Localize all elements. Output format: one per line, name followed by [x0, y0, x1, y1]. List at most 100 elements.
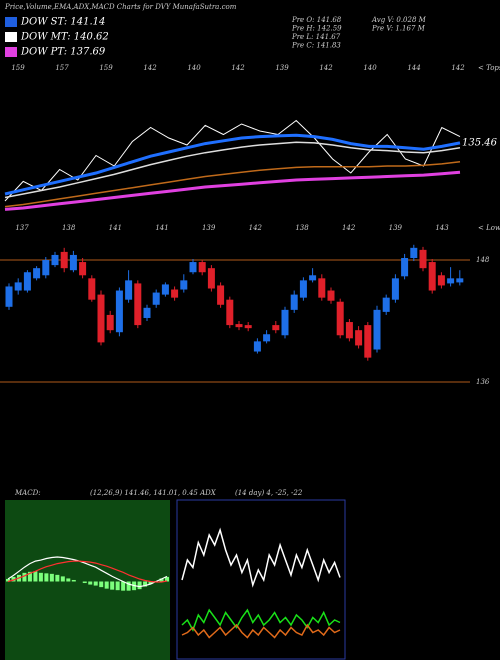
series-line — [7, 560, 168, 583]
histogram-bar — [115, 581, 120, 591]
candle-body — [198, 262, 206, 273]
candle-body — [244, 325, 252, 329]
candle-body — [60, 251, 68, 269]
panel-title: (14 day) 4, -25, -22 — [235, 489, 303, 497]
histogram-bar — [121, 581, 126, 591]
candle-body — [327, 290, 335, 301]
peak-label: 139 — [275, 64, 289, 72]
trough-label: 142 — [249, 224, 263, 232]
candle-body — [5, 286, 13, 307]
candle-body — [447, 278, 455, 284]
histogram-bar — [55, 574, 60, 582]
trough-label: 139 — [389, 224, 403, 232]
histogram-bar — [110, 581, 115, 590]
candle-body — [171, 289, 179, 298]
candle-body — [272, 325, 280, 331]
stat-label: Pre L: 141.67 — [291, 33, 341, 41]
series-line — [7, 556, 168, 588]
histogram-bar — [27, 571, 32, 582]
stat-label: Pre C: 141.83 — [291, 42, 341, 50]
legend-label: DOW PT: 137.69 — [20, 47, 106, 58]
histogram-bar — [66, 578, 71, 582]
stat-label: Avg V: 0.028 M — [371, 16, 427, 24]
candle-body — [97, 294, 105, 343]
histogram-bar — [137, 581, 142, 590]
candle-body — [309, 275, 317, 281]
peak-label: 142 — [143, 64, 157, 72]
candle-body — [456, 278, 464, 283]
candle-body — [373, 309, 381, 350]
trough-label: 139 — [202, 224, 216, 232]
candle-body — [419, 249, 427, 269]
candle-body — [428, 262, 436, 291]
histogram-bar — [49, 573, 54, 582]
candle-body — [134, 283, 142, 326]
stat-label: Pre H: 142.59 — [291, 25, 342, 33]
trough-label: 138 — [62, 224, 76, 232]
trough-label: 138 — [295, 224, 309, 232]
candle-body — [410, 247, 418, 258]
candle-body — [23, 272, 31, 291]
histogram-bar — [22, 572, 27, 582]
candle-body — [180, 280, 188, 290]
candle-body — [345, 322, 353, 339]
series-line — [4, 170, 461, 211]
candle-body — [391, 278, 399, 300]
legend-label: DOW ST: 141.14 — [20, 17, 105, 28]
candle-body — [299, 280, 307, 298]
candle-body — [253, 341, 261, 352]
peak-label: 144 — [407, 64, 420, 72]
histogram-bar — [82, 581, 87, 584]
peak-label: 142 — [231, 64, 245, 72]
stat-label: Pre O: 141.68 — [291, 16, 342, 24]
candle-body — [336, 301, 344, 336]
y-tick-label: 136 — [476, 378, 490, 386]
candle-body — [42, 260, 50, 276]
candle-body — [281, 309, 289, 336]
candle-body — [318, 278, 326, 298]
stat-label: Pre V: 1.167 M — [371, 25, 426, 33]
candle-body — [401, 258, 409, 277]
candle-body — [437, 275, 445, 286]
candle-body — [106, 314, 114, 331]
candle-body — [125, 280, 133, 300]
histogram-bar — [38, 572, 43, 582]
series-line — [4, 161, 461, 208]
histogram-bar — [159, 578, 164, 582]
histogram-bar — [6, 578, 10, 582]
candle-body — [51, 254, 59, 266]
peak-label: 159 — [99, 64, 113, 72]
peak-label: 159 — [11, 64, 25, 72]
candle-body — [364, 325, 372, 358]
candle-body — [382, 297, 390, 312]
candle-body — [14, 282, 22, 291]
candle-body — [263, 334, 271, 342]
panel-subtitle: (12,26,9) 141.46, 141.01, 0.45 ADX — [90, 489, 217, 497]
legend-swatch — [5, 47, 17, 57]
histogram-bar — [93, 581, 98, 586]
bottom-marker: < Lower — [478, 224, 500, 232]
candle-body — [290, 294, 298, 310]
candle-body — [189, 262, 197, 273]
candle-body — [235, 324, 243, 328]
y-tick-label: 148 — [476, 256, 490, 264]
candle-body — [88, 278, 96, 300]
series-line — [4, 133, 461, 196]
peak-label: 142 — [451, 64, 465, 72]
legend-swatch — [5, 32, 17, 42]
series-line — [181, 623, 341, 639]
trough-label: 137 — [15, 224, 29, 232]
candle-body — [143, 307, 151, 318]
trough-label: 141 — [155, 224, 168, 232]
histogram-bar — [11, 576, 16, 582]
series-line — [181, 527, 341, 588]
histogram-bar — [104, 581, 109, 589]
chart-title: Price,Volume,EMA,ADX,MACD Charts for DVY… — [4, 3, 237, 11]
panel — [176, 499, 346, 660]
histogram-bar — [165, 576, 169, 582]
histogram-bar — [33, 571, 38, 582]
panel-title: MACD: — [14, 489, 41, 497]
histogram-bar — [148, 581, 153, 585]
legend-label: DOW MT: 140.62 — [20, 32, 109, 43]
